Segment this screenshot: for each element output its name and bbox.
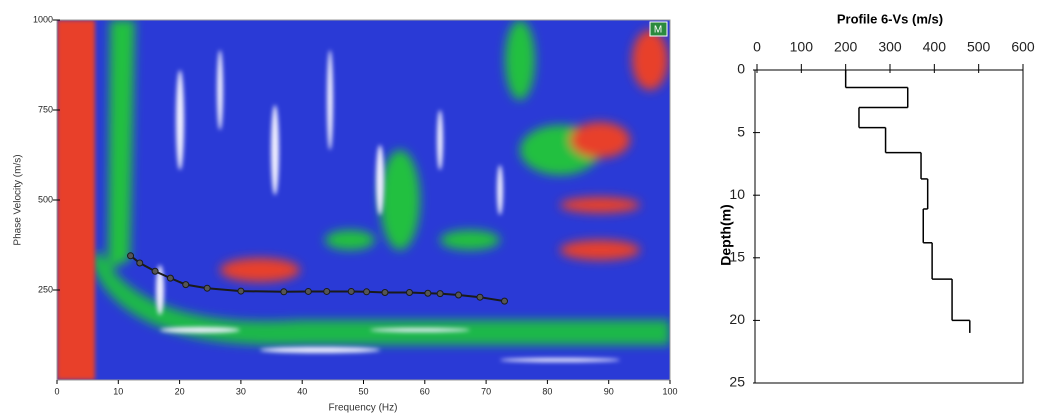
pick-point [127, 252, 135, 260]
x-tick-label: 0 [54, 386, 59, 396]
y-tick-label: 1000 [33, 14, 53, 24]
x-tick-label: 200 [834, 39, 858, 55]
y-tick-label: 10 [729, 186, 745, 202]
x-tick-label: 40 [297, 386, 307, 396]
x-tick-label: 20 [175, 386, 185, 396]
x-tick-label: 70 [481, 386, 491, 396]
y-tick-label: 0 [737, 61, 745, 77]
y-tick-label: 500 [38, 194, 53, 204]
y-tick-label: 15 [729, 249, 745, 265]
pick-point [424, 289, 432, 297]
x-tick-label: 100 [790, 39, 814, 55]
x-tick-label: 50 [358, 386, 368, 396]
pick-point [476, 293, 484, 301]
y-tick-label: 750 [38, 104, 53, 114]
x-tick-label: 400 [923, 39, 947, 55]
pick-point [151, 267, 159, 275]
x-tick-label: 80 [542, 386, 552, 396]
x-tick-label: 60 [420, 386, 430, 396]
chart-title: Profile 6-Vs (m/s) [837, 11, 943, 26]
y-tick-label: 20 [729, 311, 745, 327]
plot-frame [754, 69, 1024, 384]
y-tick-label: 250 [38, 284, 53, 294]
pick-point [381, 289, 389, 297]
pick-point [166, 274, 174, 282]
x-tick-label: 90 [604, 386, 614, 396]
x-tick-label: 30 [236, 386, 246, 396]
badge-button[interactable] [649, 21, 668, 37]
pick-point [363, 288, 371, 296]
pick-point [455, 291, 463, 299]
dispersion-image [57, 20, 670, 380]
x-tick-label: 100 [662, 386, 677, 396]
pick-point [280, 288, 288, 296]
x-tick-label: 500 [967, 39, 991, 55]
pick-point [436, 290, 444, 298]
pick-point [203, 284, 211, 292]
y-axis-label: Phase Velocity (m/s) [13, 154, 24, 245]
x-axis-label: Frequency (Hz) [329, 403, 398, 414]
pick-point [500, 297, 508, 305]
x-tick-label: 10 [113, 386, 123, 396]
x-tick-label: 0 [753, 39, 761, 55]
pick-point [323, 287, 331, 295]
pick-point [136, 259, 144, 267]
x-tick-label: 600 [1011, 39, 1035, 55]
pick-point [405, 289, 413, 297]
pick-point [182, 281, 190, 289]
y-axis-label: Depth(m) [718, 204, 734, 265]
pick-point [237, 287, 245, 295]
y-tick-label: 25 [729, 374, 745, 390]
pick-point [347, 287, 355, 295]
x-tick-label: 300 [878, 39, 902, 55]
badge[interactable]: M [654, 25, 662, 36]
pick-point [304, 287, 312, 295]
y-tick-label: 5 [737, 123, 745, 139]
